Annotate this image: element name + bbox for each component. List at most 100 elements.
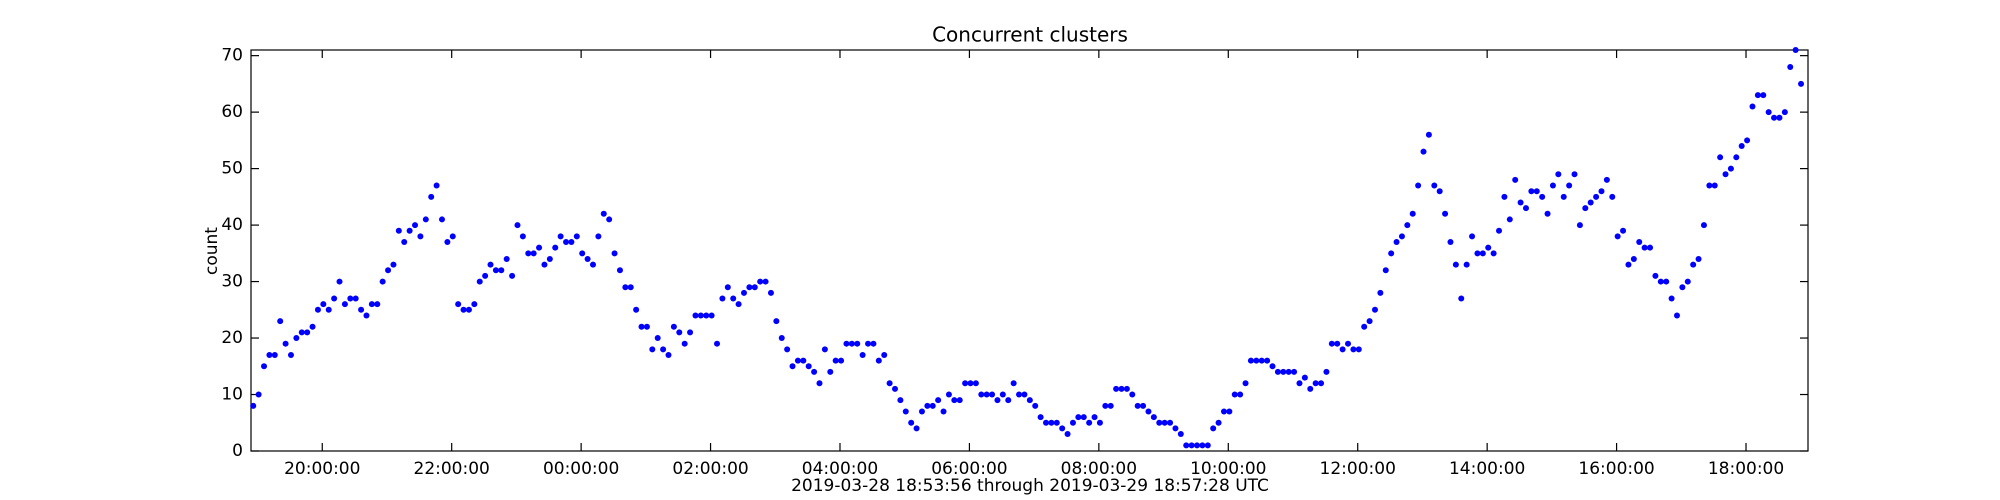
data-point (1096, 419, 1103, 426)
data-point (740, 289, 747, 296)
data-point (1528, 188, 1535, 195)
data-point (320, 301, 327, 308)
data-point (1744, 137, 1751, 144)
data-point (358, 306, 365, 313)
data-point (870, 340, 877, 347)
data-point (1425, 131, 1432, 138)
data-point (1458, 295, 1465, 302)
data-point (751, 284, 758, 291)
data-point (778, 335, 785, 342)
data-point (1452, 261, 1459, 268)
data-point (1695, 255, 1702, 262)
data-point (1593, 193, 1600, 200)
data-point (449, 233, 456, 240)
data-point (1307, 385, 1314, 392)
data-point (1086, 419, 1093, 426)
data-point (536, 244, 543, 251)
data-point (1145, 408, 1152, 415)
data-point (573, 233, 580, 240)
data-point (865, 340, 872, 347)
data-point (746, 284, 753, 291)
data-point (1415, 182, 1422, 189)
data-point (1107, 402, 1114, 409)
data-point (1787, 63, 1794, 70)
data-point (1264, 357, 1271, 364)
data-point (304, 329, 311, 336)
data-point (935, 397, 942, 404)
data-point (1318, 380, 1325, 387)
data-point (1258, 357, 1265, 364)
data-point (1409, 210, 1416, 217)
data-point (924, 402, 931, 409)
data-point (811, 368, 818, 375)
data-point (460, 306, 467, 313)
data-point (616, 267, 623, 274)
data-point (1587, 199, 1594, 206)
data-point (767, 289, 774, 296)
data-point (1404, 222, 1411, 229)
data-point (843, 340, 850, 347)
data-point (271, 351, 278, 358)
data-point (1555, 171, 1562, 178)
data-point (325, 306, 332, 313)
data-point (1706, 182, 1713, 189)
data-point (1771, 114, 1778, 121)
data-point (1614, 233, 1621, 240)
data-point (719, 295, 726, 302)
data-point (1533, 188, 1540, 195)
data-point (600, 210, 607, 217)
data-point (1048, 419, 1055, 426)
data-point (503, 255, 510, 262)
data-point (638, 323, 645, 330)
data-point (1059, 425, 1066, 432)
data-point (438, 216, 445, 223)
data-point (1501, 193, 1508, 200)
data-point (1463, 261, 1470, 268)
data-point (385, 267, 392, 274)
data-point (1188, 442, 1195, 449)
data-point (1760, 92, 1767, 99)
data-point (395, 227, 402, 234)
data-point (1722, 171, 1729, 178)
data-point (579, 250, 586, 257)
data-point (1576, 222, 1583, 229)
data-point (611, 250, 618, 257)
data-point (514, 222, 521, 229)
data-point (1517, 199, 1524, 206)
data-point (1717, 154, 1724, 161)
data-point (1474, 250, 1481, 257)
data-point (1371, 306, 1378, 313)
x-tick-label: 06:00:00 (931, 459, 1007, 479)
data-point (347, 295, 354, 302)
data-point (902, 408, 909, 415)
data-point (918, 408, 925, 415)
data-point (1727, 165, 1734, 172)
x-tick-label: 22:00:00 (414, 459, 490, 479)
data-point (1167, 419, 1174, 426)
data-point (789, 363, 796, 370)
data-point (1350, 346, 1357, 353)
data-point (697, 312, 704, 319)
data-point (708, 312, 715, 319)
data-point (724, 284, 731, 291)
data-point (557, 233, 564, 240)
data-point (962, 380, 969, 387)
data-point (1366, 318, 1373, 325)
data-point (1690, 261, 1697, 268)
data-point (1043, 419, 1050, 426)
data-point (730, 295, 737, 302)
data-point (1582, 205, 1589, 212)
data-point (1684, 278, 1691, 285)
data-point (1765, 109, 1772, 116)
data-point (509, 272, 516, 279)
data-point (805, 363, 812, 370)
data-point (1140, 402, 1147, 409)
data-point (1199, 442, 1206, 449)
data-point (1204, 442, 1211, 449)
data-point (660, 346, 667, 353)
data-point (1420, 148, 1427, 155)
data-point (444, 239, 451, 246)
data-point (428, 193, 435, 200)
